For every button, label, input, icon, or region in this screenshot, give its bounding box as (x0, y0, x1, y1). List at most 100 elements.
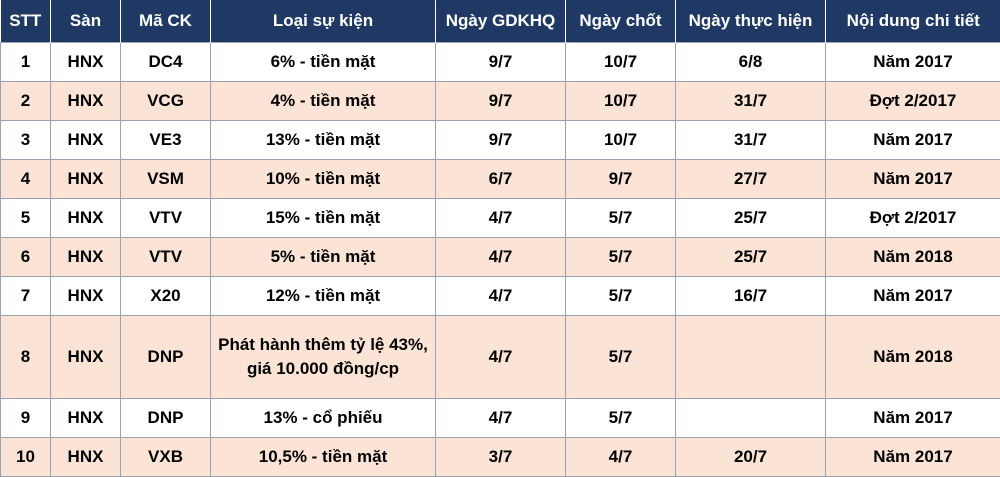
table-row: 3 HNX VE3 13% - tiền mặt 9/7 10/7 31/7 N… (1, 121, 1000, 160)
cell-noi-dung: Năm 2017 (826, 399, 1000, 438)
cell-ngay-gdkhq: 4/7 (436, 316, 566, 399)
cell-stt: 5 (1, 199, 51, 238)
header-noi-dung: Nội dung chi tiết (826, 0, 1000, 43)
cell-san: HNX (51, 238, 121, 277)
cell-stt: 9 (1, 399, 51, 438)
cell-ngay-gdkhq: 9/7 (436, 82, 566, 121)
cell-noi-dung: Năm 2017 (826, 43, 1000, 82)
table-row: 2 HNX VCG 4% - tiền mặt 9/7 10/7 31/7 Đợ… (1, 82, 1000, 121)
cell-stt: 3 (1, 121, 51, 160)
cell-ngay-thuc-hien (676, 316, 826, 399)
cell-ngay-chot: 10/7 (566, 43, 676, 82)
cell-ngay-gdkhq: 9/7 (436, 121, 566, 160)
header-ngay-thuc-hien: Ngày thực hiện (676, 0, 826, 43)
cell-ngay-thuc-hien: 6/8 (676, 43, 826, 82)
cell-ngay-chot: 10/7 (566, 82, 676, 121)
cell-ngay-chot: 4/7 (566, 438, 676, 477)
cell-ngay-thuc-hien: 16/7 (676, 277, 826, 316)
header-loai-su-kien: Loại sự kiện (211, 0, 436, 43)
table-row: 5 HNX VTV 15% - tiền mặt 4/7 5/7 25/7 Đợ… (1, 199, 1000, 238)
header-ngay-gdkhq: Ngày GDKHQ (436, 0, 566, 43)
cell-noi-dung: Năm 2017 (826, 277, 1000, 316)
cell-san: HNX (51, 160, 121, 199)
cell-ma-ck: DC4 (121, 43, 211, 82)
cell-ngay-thuc-hien: 25/7 (676, 199, 826, 238)
cell-stt: 4 (1, 160, 51, 199)
cell-ngay-chot: 10/7 (566, 121, 676, 160)
header-san: Sàn (51, 0, 121, 43)
cell-ma-ck: DNP (121, 316, 211, 399)
cell-ngay-thuc-hien: 31/7 (676, 121, 826, 160)
cell-ma-ck: VTV (121, 238, 211, 277)
cell-ma-ck: DNP (121, 399, 211, 438)
cell-loai-su-kien: 15% - tiền mặt (211, 199, 436, 238)
cell-stt: 8 (1, 316, 51, 399)
cell-ngay-thuc-hien: 25/7 (676, 238, 826, 277)
cell-loai-su-kien: 13% - cổ phiếu (211, 399, 436, 438)
cell-noi-dung: Năm 2017 (826, 160, 1000, 199)
table-row: 4 HNX VSM 10% - tiền mặt 6/7 9/7 27/7 Nă… (1, 160, 1000, 199)
cell-ngay-chot: 5/7 (566, 277, 676, 316)
cell-ngay-chot: 5/7 (566, 316, 676, 399)
cell-stt: 2 (1, 82, 51, 121)
cell-noi-dung: Năm 2017 (826, 121, 1000, 160)
cell-san: HNX (51, 316, 121, 399)
cell-san: HNX (51, 121, 121, 160)
cell-ngay-gdkhq: 4/7 (436, 277, 566, 316)
cell-ngay-chot: 5/7 (566, 199, 676, 238)
cell-san: HNX (51, 277, 121, 316)
header-ngay-chot: Ngày chốt (566, 0, 676, 43)
cell-noi-dung: Năm 2017 (826, 438, 1000, 477)
cell-ngay-thuc-hien: 27/7 (676, 160, 826, 199)
cell-ma-ck: VTV (121, 199, 211, 238)
header-row: STT Sàn Mã CK Loại sự kiện Ngày GDKHQ Ng… (1, 0, 1000, 43)
cell-ngay-thuc-hien: 20/7 (676, 438, 826, 477)
cell-stt: 1 (1, 43, 51, 82)
cell-san: HNX (51, 82, 121, 121)
cell-loai-su-kien: Phát hành thêm tỷ lệ 43%, giá 10.000 đồn… (211, 316, 436, 399)
cell-loai-su-kien: 5% - tiền mặt (211, 238, 436, 277)
cell-ngay-gdkhq: 4/7 (436, 199, 566, 238)
cell-stt: 7 (1, 277, 51, 316)
cell-ngay-chot: 5/7 (566, 399, 676, 438)
cell-stt: 6 (1, 238, 51, 277)
cell-ma-ck: VXB (121, 438, 211, 477)
table-row: 7 HNX X20 12% - tiền mặt 4/7 5/7 16/7 Nă… (1, 277, 1000, 316)
cell-ngay-thuc-hien (676, 399, 826, 438)
cell-san: HNX (51, 199, 121, 238)
table-row: 1 HNX DC4 6% - tiền mặt 9/7 10/7 6/8 Năm… (1, 43, 1000, 82)
cell-ngay-gdkhq: 4/7 (436, 399, 566, 438)
cell-noi-dung: Năm 2018 (826, 316, 1000, 399)
cell-ma-ck: VE3 (121, 121, 211, 160)
cell-ngay-chot: 9/7 (566, 160, 676, 199)
cell-loai-su-kien: 10% - tiền mặt (211, 160, 436, 199)
table-row: 6 HNX VTV 5% - tiền mặt 4/7 5/7 25/7 Năm… (1, 238, 1000, 277)
cell-noi-dung: Năm 2018 (826, 238, 1000, 277)
cell-ngay-gdkhq: 3/7 (436, 438, 566, 477)
cell-loai-su-kien: 10,5% - tiền mặt (211, 438, 436, 477)
cell-ngay-chot: 5/7 (566, 238, 676, 277)
table-row: 8 HNX DNP Phát hành thêm tỷ lệ 43%, giá … (1, 316, 1000, 399)
cell-loai-su-kien: 4% - tiền mặt (211, 82, 436, 121)
header-ma-ck: Mã CK (121, 0, 211, 43)
cell-noi-dung: Đợt 2/2017 (826, 199, 1000, 238)
cell-noi-dung: Đợt 2/2017 (826, 82, 1000, 121)
table-row: 10 HNX VXB 10,5% - tiền mặt 3/7 4/7 20/7… (1, 438, 1000, 477)
cell-ma-ck: VSM (121, 160, 211, 199)
cell-ngay-gdkhq: 6/7 (436, 160, 566, 199)
cell-ma-ck: VCG (121, 82, 211, 121)
cell-san: HNX (51, 399, 121, 438)
cell-loai-su-kien: 13% - tiền mặt (211, 121, 436, 160)
table-row: 9 HNX DNP 13% - cổ phiếu 4/7 5/7 Năm 201… (1, 399, 1000, 438)
cell-loai-su-kien: 6% - tiền mặt (211, 43, 436, 82)
cell-ngay-gdkhq: 4/7 (436, 238, 566, 277)
cell-san: HNX (51, 43, 121, 82)
cell-ngay-gdkhq: 9/7 (436, 43, 566, 82)
cell-loai-su-kien: 12% - tiền mặt (211, 277, 436, 316)
header-stt: STT (1, 0, 51, 43)
cell-ngay-thuc-hien: 31/7 (676, 82, 826, 121)
cell-san: HNX (51, 438, 121, 477)
cell-stt: 10 (1, 438, 51, 477)
cell-ma-ck: X20 (121, 277, 211, 316)
